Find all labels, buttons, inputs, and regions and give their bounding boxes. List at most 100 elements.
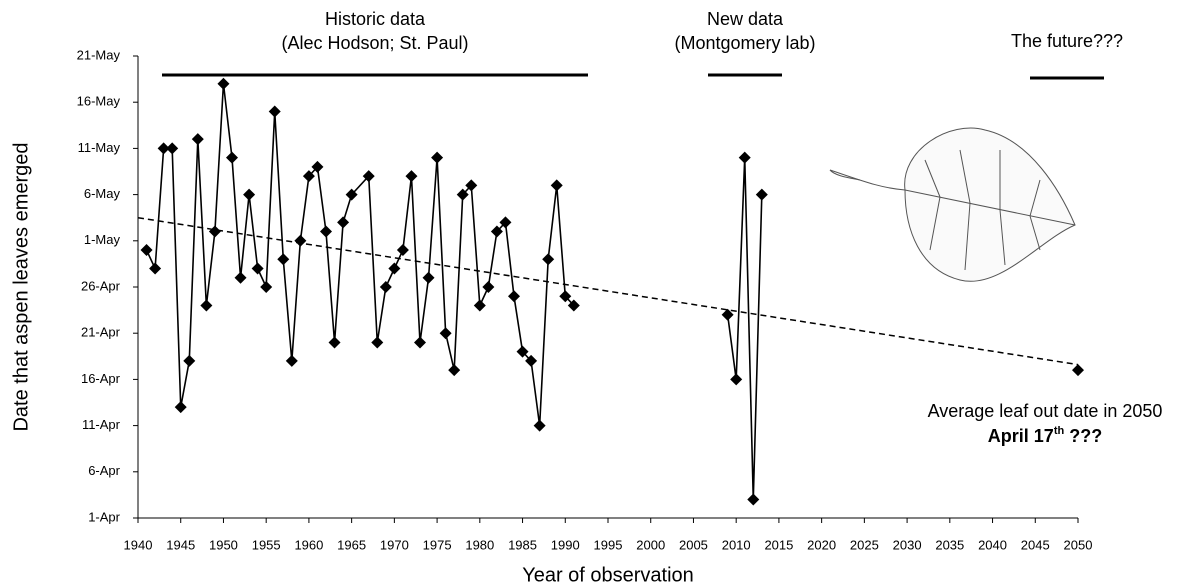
data-point bbox=[362, 170, 375, 183]
x-tick-label: 2035 bbox=[935, 537, 964, 552]
series-line bbox=[726, 157, 763, 500]
data-point bbox=[208, 225, 221, 238]
x-tick-label: 2025 bbox=[850, 537, 879, 552]
data-point bbox=[721, 308, 734, 321]
data-point bbox=[533, 419, 546, 432]
data-point bbox=[414, 336, 426, 349]
callout-mark: ??? bbox=[1064, 426, 1102, 446]
x-tick-label: 2045 bbox=[1021, 537, 1050, 552]
y-tick-label: 1-Apr bbox=[88, 509, 120, 524]
x-tick-label: 2015 bbox=[764, 537, 793, 552]
annotation-text: New data bbox=[707, 9, 784, 29]
data-point bbox=[1072, 364, 1084, 377]
data-point bbox=[311, 160, 324, 173]
data-point bbox=[174, 401, 187, 414]
data-point bbox=[243, 188, 256, 201]
x-tick-label: 2010 bbox=[722, 537, 751, 552]
data-point bbox=[490, 225, 503, 238]
x-tick-label: 1965 bbox=[337, 537, 366, 552]
y-tick-label: 26-Apr bbox=[81, 278, 121, 293]
data-point bbox=[550, 179, 563, 192]
data-point bbox=[285, 354, 298, 367]
leaf-illustration bbox=[829, 127, 1076, 282]
trendline bbox=[137, 216, 1079, 366]
x-tick-label: 2030 bbox=[893, 537, 922, 552]
data-point bbox=[422, 271, 435, 284]
x-tick-label: 1945 bbox=[166, 537, 195, 552]
callout-text: Average leaf out date in 2050 bbox=[928, 401, 1163, 421]
x-tick-label: 2040 bbox=[978, 537, 1007, 552]
annotation-text: (Alec Hodson; St. Paul) bbox=[281, 33, 468, 53]
data-point bbox=[251, 262, 264, 275]
data-point bbox=[755, 188, 768, 201]
y-tick-label: 21-Apr bbox=[81, 325, 121, 340]
data-point bbox=[260, 281, 273, 293]
data-point bbox=[166, 142, 179, 155]
x-tick-label: 1975 bbox=[423, 537, 452, 552]
x-tick-label: 1995 bbox=[594, 537, 623, 552]
y-tick-label: 21-May bbox=[77, 47, 121, 62]
y-axis-title: Date that aspen leaves emerged bbox=[10, 142, 32, 431]
annotation-text: Historic data bbox=[325, 9, 426, 29]
y-tick-label: 6-Apr bbox=[88, 463, 120, 478]
data-point bbox=[482, 281, 495, 293]
data-point bbox=[328, 336, 341, 349]
y-tick-label: 6-May bbox=[84, 186, 121, 201]
data-point bbox=[465, 179, 478, 192]
data-point bbox=[559, 290, 572, 303]
callout-suffix: th bbox=[1054, 425, 1065, 437]
y-tick-label: 1-May bbox=[84, 232, 121, 247]
x-tick-label: 1955 bbox=[252, 537, 281, 552]
x-tick-label: 1985 bbox=[508, 537, 537, 552]
x-tick-label: 1940 bbox=[124, 537, 153, 552]
annotation-text: (Montgomery lab) bbox=[674, 33, 815, 53]
data-point bbox=[516, 345, 529, 358]
data-point bbox=[302, 170, 315, 183]
x-tick-label: 1980 bbox=[465, 537, 494, 552]
x-tick-label: 2020 bbox=[807, 537, 836, 552]
data-point bbox=[448, 364, 461, 377]
data-point bbox=[508, 290, 520, 303]
data-point bbox=[747, 493, 760, 506]
x-tick-label: 1960 bbox=[294, 537, 323, 552]
data-point bbox=[730, 373, 743, 386]
data-point bbox=[294, 234, 307, 247]
data-point bbox=[183, 354, 196, 367]
data-point bbox=[277, 253, 290, 266]
data-point bbox=[499, 216, 512, 229]
data-point bbox=[396, 244, 409, 257]
data-point bbox=[738, 151, 751, 164]
series-line bbox=[145, 83, 575, 426]
data-point bbox=[140, 244, 153, 257]
data-point bbox=[320, 225, 332, 238]
data-point bbox=[473, 299, 486, 312]
x-tick-label: 1950 bbox=[209, 537, 238, 552]
y-tick-label: 16-May bbox=[77, 94, 121, 109]
data-point bbox=[217, 77, 230, 90]
x-tick-label: 2050 bbox=[1064, 537, 1093, 552]
x-axis-title: Year of observation bbox=[522, 564, 694, 586]
x-tick-label: 1970 bbox=[380, 537, 409, 552]
data-point bbox=[379, 281, 392, 293]
data-point bbox=[345, 188, 358, 201]
data-point bbox=[337, 216, 350, 229]
data-point bbox=[268, 105, 281, 118]
data-point bbox=[371, 336, 384, 349]
y-tick-label: 16-Apr bbox=[81, 371, 121, 386]
data-point bbox=[388, 262, 401, 275]
data-point bbox=[525, 354, 538, 367]
callout-emphasis: April 17 bbox=[988, 426, 1054, 446]
x-tick-label: 1990 bbox=[551, 537, 580, 552]
y-tick-label: 11-Apr bbox=[82, 417, 121, 432]
data-point bbox=[234, 271, 247, 284]
data-point bbox=[226, 151, 238, 164]
data-point bbox=[157, 142, 170, 155]
data-point bbox=[439, 327, 452, 340]
annotation-text: The future??? bbox=[1011, 31, 1123, 51]
y-tick-label: 11-May bbox=[78, 140, 121, 155]
data-point bbox=[405, 170, 418, 183]
x-tick-label: 2000 bbox=[636, 537, 665, 552]
callout-date: April 17th ??? bbox=[988, 425, 1102, 446]
data-point bbox=[149, 262, 162, 275]
